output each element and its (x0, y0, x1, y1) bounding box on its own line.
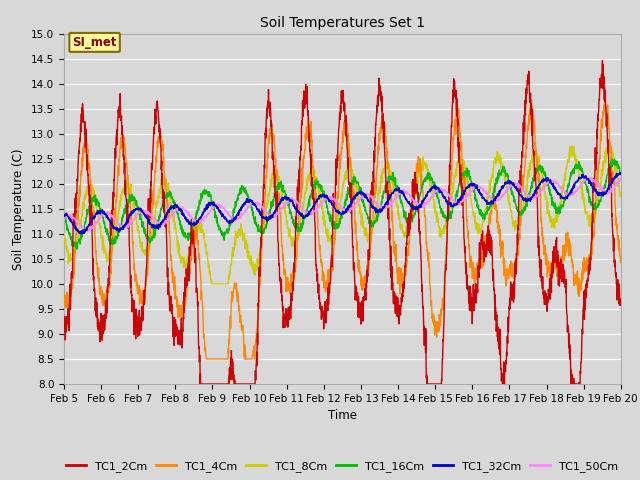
Text: SI_met: SI_met (72, 36, 117, 49)
Title: Soil Temperatures Set 1: Soil Temperatures Set 1 (260, 16, 425, 30)
Y-axis label: Soil Temperature (C): Soil Temperature (C) (12, 148, 26, 270)
X-axis label: Time: Time (328, 409, 357, 422)
Legend: TC1_2Cm, TC1_4Cm, TC1_8Cm, TC1_16Cm, TC1_32Cm, TC1_50Cm: TC1_2Cm, TC1_4Cm, TC1_8Cm, TC1_16Cm, TC1… (62, 457, 623, 477)
